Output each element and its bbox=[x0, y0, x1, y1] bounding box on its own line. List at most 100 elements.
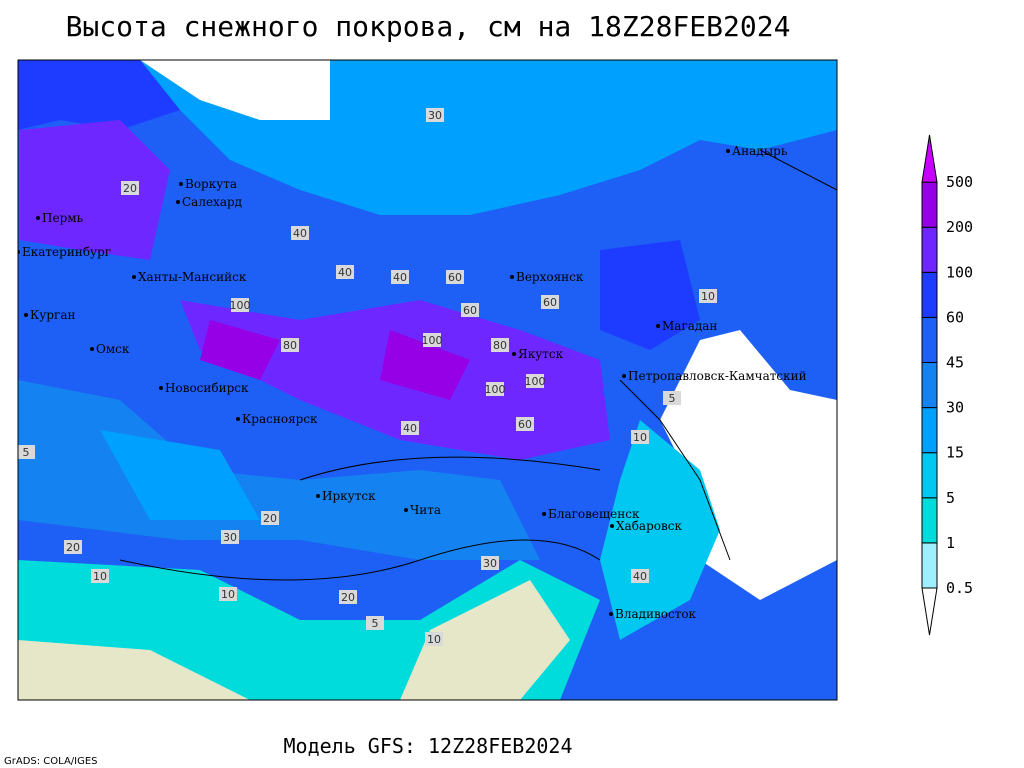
contour-label-bg bbox=[699, 289, 717, 303]
contour-label-bg bbox=[219, 587, 237, 601]
colorbar-label: 100 bbox=[946, 263, 973, 281]
contour-label-bg bbox=[281, 338, 299, 352]
contour-label: 100 bbox=[230, 299, 251, 312]
contour-label-bg bbox=[291, 226, 309, 240]
contour-label-bg bbox=[391, 270, 409, 284]
contour-label-bg bbox=[541, 295, 559, 309]
colorbar-box bbox=[921, 542, 938, 589]
contour-label-bg bbox=[526, 374, 544, 388]
city-dot bbox=[726, 149, 730, 153]
colorbar-over bbox=[921, 134, 938, 183]
contour-label: 60 bbox=[518, 418, 532, 431]
city-label: Ханты-Мансийск bbox=[138, 270, 247, 284]
city-dot bbox=[90, 347, 94, 351]
contour-label-bg bbox=[366, 616, 384, 630]
contour-label: 40 bbox=[403, 422, 417, 435]
contour-label-bg bbox=[491, 338, 509, 352]
borders bbox=[119, 456, 601, 581]
contour-label: 40 bbox=[393, 271, 407, 284]
contour-label: 10 bbox=[427, 633, 441, 646]
contour-label: 40 bbox=[293, 227, 307, 240]
contour-label: 5 bbox=[23, 446, 30, 459]
city-label: Благовещенск bbox=[548, 507, 640, 521]
contour-label: 60 bbox=[543, 296, 557, 309]
contour-label-bg bbox=[221, 530, 239, 544]
contour-label-bg bbox=[336, 265, 354, 279]
colorbar-box bbox=[921, 316, 938, 363]
city-label: Анадырь bbox=[732, 144, 788, 158]
city-dot bbox=[36, 216, 40, 220]
urals-heavy bbox=[20, 120, 170, 260]
city-label: Воркута bbox=[185, 177, 237, 191]
colorbar-box bbox=[921, 362, 938, 409]
city-dot bbox=[510, 275, 514, 279]
siberia-max bbox=[200, 320, 470, 400]
kola bbox=[18, 60, 180, 130]
contour-label: 30 bbox=[223, 531, 237, 544]
contour-label: 20 bbox=[263, 512, 277, 525]
contour-label-bg bbox=[64, 540, 82, 554]
contour-label-bg bbox=[446, 270, 464, 284]
colorbar-label: 1 bbox=[946, 534, 955, 552]
colorbar-box bbox=[921, 271, 938, 318]
contour-label-bg bbox=[663, 391, 681, 405]
contour-label-bg bbox=[486, 382, 504, 396]
contour-label: 100 bbox=[422, 334, 443, 347]
contour-label: 20 bbox=[66, 541, 80, 554]
city-label: Екатеринбург bbox=[22, 245, 111, 259]
contour-label: 40 bbox=[633, 570, 647, 583]
city-label: Чита bbox=[410, 503, 441, 517]
colorbar-box bbox=[921, 226, 938, 273]
city-label: Курган bbox=[30, 308, 75, 322]
contour-label: 30 bbox=[428, 109, 442, 122]
contour-label-bg bbox=[18, 445, 35, 459]
contour-label-bg bbox=[423, 333, 441, 347]
contour-label-bg bbox=[231, 298, 249, 312]
map-frame bbox=[17, 59, 838, 701]
barents-sea bbox=[140, 60, 330, 120]
contour-label-bg bbox=[121, 181, 139, 195]
contour-label-bg bbox=[401, 421, 419, 435]
map: Воркута Салехард Пермь Екатеринбург Ханты-Ма… bbox=[18, 60, 837, 700]
city-dot bbox=[404, 508, 408, 512]
city-dot bbox=[656, 324, 660, 328]
colorbar-label: 60 bbox=[946, 308, 964, 326]
contour-label-bg bbox=[481, 556, 499, 570]
contour-label: 60 bbox=[448, 271, 462, 284]
city-label: Хабаровск bbox=[616, 519, 682, 533]
contour-label: 60 bbox=[463, 304, 477, 317]
east-heavy bbox=[600, 240, 700, 350]
contour-label: 20 bbox=[123, 182, 137, 195]
city-dot bbox=[176, 200, 180, 204]
credit: GrADS: COLA/IGES bbox=[4, 756, 98, 767]
city-label: Петропавловск-Камчатский bbox=[628, 369, 807, 383]
contour-label: 40 bbox=[338, 266, 352, 279]
contour-label: 10 bbox=[701, 290, 715, 303]
city-dot bbox=[512, 352, 516, 356]
city-label: Пермь bbox=[42, 211, 84, 225]
contour-label-bg bbox=[461, 303, 479, 317]
city-dot bbox=[24, 313, 28, 317]
city-dot bbox=[179, 182, 183, 186]
city-label: Якутск bbox=[518, 347, 564, 361]
colorbar-label: 45 bbox=[946, 354, 964, 372]
amur-region bbox=[600, 420, 720, 640]
contour-label: 30 bbox=[483, 557, 497, 570]
colorbar-label: 15 bbox=[946, 444, 964, 462]
colorbar-box bbox=[921, 497, 938, 544]
contour-label: 5 bbox=[669, 392, 676, 405]
contour-label-bg bbox=[339, 590, 357, 604]
contour-label-bg bbox=[91, 569, 109, 583]
contour-label: 80 bbox=[493, 339, 507, 352]
city-label: Салехард bbox=[182, 195, 242, 209]
colorbar-label: 5 bbox=[946, 489, 955, 507]
city-label: Магадан bbox=[662, 319, 717, 333]
contour-label-bg bbox=[516, 417, 534, 431]
colorbar-box bbox=[921, 452, 938, 499]
contour-label-bg bbox=[261, 511, 279, 525]
city-label: Красноярск bbox=[242, 412, 318, 426]
city-label: Верхоянск bbox=[516, 270, 584, 284]
contour-label: 10 bbox=[93, 570, 107, 583]
city-dot bbox=[622, 374, 626, 378]
